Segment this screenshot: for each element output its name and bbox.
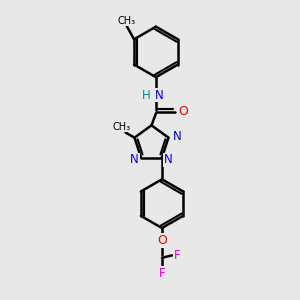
Text: O: O	[178, 106, 188, 118]
Text: N: N	[172, 130, 181, 143]
Text: N: N	[130, 154, 139, 166]
Text: F: F	[174, 249, 181, 262]
Text: CH₃: CH₃	[112, 122, 130, 132]
Text: H: H	[142, 88, 151, 101]
Text: N: N	[164, 154, 173, 166]
Text: F: F	[159, 267, 165, 280]
Text: O: O	[157, 234, 167, 247]
Text: CH₃: CH₃	[118, 16, 136, 26]
Text: N: N	[155, 88, 164, 101]
